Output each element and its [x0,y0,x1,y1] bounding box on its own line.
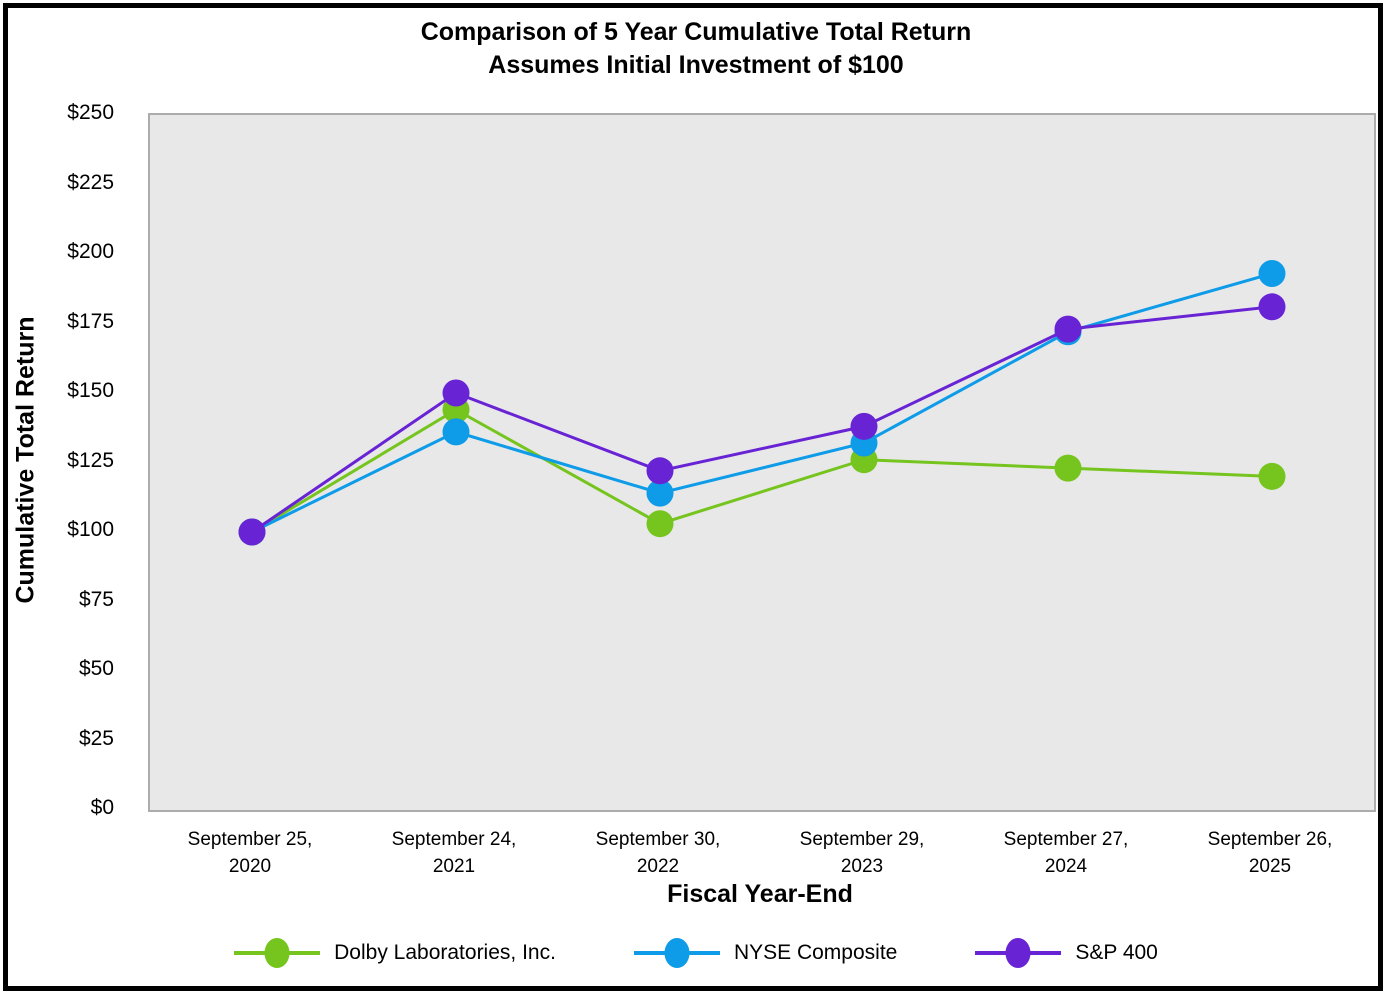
chart-legend: Dolby Laboratories, Inc. NYSE Composite S&… [0,938,1392,968]
legend-label: S&P 400 [1075,941,1158,964]
x-tick-label-line2: 2022 [636,856,680,877]
x-tick-label: September 25, 2020 [140,826,360,880]
data-point-marker [1054,315,1082,343]
data-point-marker [1258,462,1286,490]
x-tick-label-line1: September 24, [391,829,517,850]
data-point-marker [646,457,674,485]
legend-item-dolby-laboratories-inc-: Dolby Laboratories, Inc. [234,938,556,968]
x-tick-label: September 29, 2023 [752,826,972,880]
y-tick-label: $225 [67,170,114,194]
x-tick-label-line1: September 25, [187,829,313,850]
y-tick-label: $200 [67,240,114,263]
legend-label: NYSE Composite [733,941,898,964]
series-line-nyse-composite [251,272,1273,534]
series-line-dolby-laboratories-inc- [251,407,1273,534]
plot-area [148,113,1376,812]
chart-title: Comparison of 5 Year Cumulative Total Re… [0,16,1392,82]
x-tick-label-line2: 2025 [1248,856,1292,877]
x-tick-label: September 26, 2025 [1160,826,1380,880]
data-point-marker [238,518,266,546]
y-tick-label: $250 [67,101,114,124]
x-tick-label-line2: 2023 [840,856,884,877]
legend-item-s-p-400: S&P 400 [975,938,1158,968]
series-plot [238,260,1286,546]
data-point-marker [442,379,470,407]
y-tick-label: $0 [90,796,114,819]
x-tick-label-line1: September 29, [799,829,925,850]
y-tick-label: $175 [67,309,114,333]
data-point-marker [1054,454,1082,482]
data-point-marker [1258,293,1286,321]
legend-dot-icon [264,938,290,968]
y-tick-label: $150 [67,379,114,402]
x-tick-label-line2: 2024 [1044,856,1088,877]
x-tick-label: September 30, 2022 [548,826,768,880]
x-tick-label-line2: 2020 [228,856,272,877]
data-point-marker [442,418,470,446]
x-axis-title: Fiscal Year-End [667,880,853,908]
data-point-marker [646,510,674,538]
y-tick-label: $50 [78,657,114,680]
x-tick-label-line1: September 26, [1207,829,1333,850]
series-line-s-p-400 [251,305,1273,534]
data-point-marker [646,479,674,507]
x-tick-label-line1: September 27, [1003,829,1129,850]
x-tick-label-line1: September 30, [595,829,721,850]
legend-marker-icon [633,938,720,968]
x-tick-label-line2: 2021 [432,856,476,877]
chart-title-line2: Assumes Initial Investment of $100 [488,51,904,79]
data-point-marker [1258,260,1286,287]
x-axis-tick-labels: September 25, 2020 September 24, 2021 Septem… [148,826,1372,886]
data-point-marker [850,412,878,440]
legend-label: Dolby Laboratories, Inc. [334,941,556,964]
x-tick-label: September 27, 2024 [956,826,1176,880]
x-tick-label: September 24, 2021 [344,826,564,880]
y-tick-label: $100 [67,518,114,541]
legend-dot-icon [664,938,690,968]
y-tick-label: $125 [67,448,114,472]
y-tick-label: $25 [78,726,114,750]
legend-dot-icon [1005,938,1031,968]
legend-marker-icon [975,938,1062,968]
chart-title-line1: Comparison of 5 Year Cumulative Total Re… [420,18,972,46]
y-axis-tick-labels: $0 $25 $50 $75 $100 $125 $150 $175 $200 $225 $250 [0,101,140,819]
y-tick-label: $75 [78,587,114,611]
legend-item-nyse-composite: NYSE Composite [633,938,898,968]
legend-marker-icon [234,938,321,968]
